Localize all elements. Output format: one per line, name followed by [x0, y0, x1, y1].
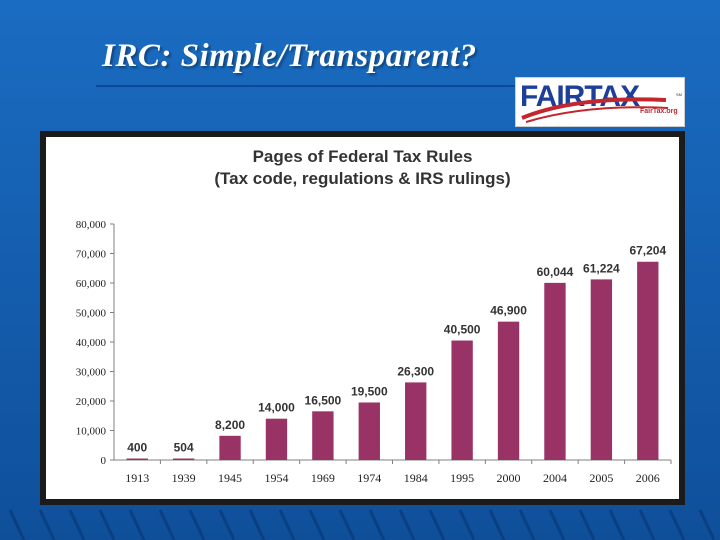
y-tick-label: 50,000 — [76, 308, 107, 320]
background-stripe — [248, 509, 266, 540]
logo-url: FairTax.org — [640, 108, 678, 115]
y-tick-label: 0 — [101, 455, 107, 467]
background-stripe — [548, 509, 566, 540]
data-label: 67,204 — [629, 244, 666, 258]
y-tick-label: 20,000 — [76, 396, 107, 408]
bar — [590, 279, 613, 460]
x-tick-label: 1974 — [357, 471, 381, 485]
bar-chart: 0 10,000 20,000 30,000 40,000 50,000 60,000 70,… — [76, 219, 672, 485]
background-stripe — [308, 509, 326, 540]
background-stripe — [488, 509, 506, 540]
logo-swoosh-icon — [521, 97, 669, 123]
background-stripe — [278, 509, 296, 540]
data-label: 16,500 — [305, 393, 342, 407]
x-tick-label: 1984 — [404, 471, 428, 485]
background-stripe — [158, 509, 176, 540]
background-stripe — [368, 509, 386, 540]
chart-panel: Pages of Federal Tax Rules (Tax code, re… — [46, 137, 679, 499]
bar — [358, 402, 380, 460]
bar — [312, 411, 334, 460]
x-tick-label: 2006 — [636, 471, 660, 485]
background-stripe — [188, 509, 206, 540]
background-stripe — [68, 509, 86, 540]
background-stripe — [98, 509, 116, 540]
slide-title: IRC: Simple/Transparent? — [102, 38, 477, 74]
bar — [265, 418, 288, 460]
background-stripe — [398, 509, 416, 540]
bar — [544, 282, 566, 460]
bar — [405, 382, 427, 460]
x-tick-label: 1995 — [450, 471, 474, 485]
data-label: 504 — [174, 441, 194, 455]
data-label: 400 — [127, 441, 147, 455]
background-stripe — [668, 509, 686, 540]
data-label: 19,500 — [351, 384, 388, 398]
chart-frame: Pages of Federal Tax Rules (Tax code, re… — [40, 131, 685, 505]
x-tick-label: 2005 — [589, 471, 613, 485]
background-stripe — [218, 509, 236, 540]
background-stripe — [698, 509, 716, 540]
x-tick-label: 1939 — [172, 471, 196, 485]
y-tick-label: 60,000 — [76, 278, 107, 290]
background-stripe — [338, 509, 356, 540]
x-tick-label: 1969 — [311, 471, 335, 485]
y-tick-label: 10,000 — [76, 426, 107, 438]
bar — [451, 340, 473, 460]
logo-service-mark: SM — [676, 92, 682, 97]
background-stripe — [38, 509, 56, 540]
x-tick-label: 2000 — [497, 471, 521, 485]
bar — [497, 321, 520, 460]
data-label: 14,000 — [258, 401, 295, 415]
data-label: 61,224 — [583, 261, 620, 275]
y-tick-label: 30,000 — [76, 367, 107, 379]
bar — [126, 458, 148, 460]
y-tick-label: 40,000 — [76, 337, 107, 349]
bar — [637, 261, 659, 460]
background-stripe — [518, 509, 536, 540]
fairtax-logo: FAIRTAX FairTax.org SM — [515, 77, 685, 127]
background-stripe — [8, 509, 26, 540]
x-tick-label: 1913 — [125, 471, 149, 485]
y-tick-label: 70,000 — [76, 249, 107, 261]
bar — [219, 435, 241, 460]
chart-title: Pages of Federal Tax Rules — [252, 147, 473, 166]
data-label: 8,200 — [215, 418, 245, 432]
background-stripe — [128, 509, 146, 540]
background-stripe — [578, 509, 596, 540]
background-stripe — [458, 509, 476, 540]
data-label: 26,300 — [397, 364, 434, 378]
data-label: 40,500 — [444, 323, 481, 337]
data-label: 60,044 — [537, 265, 574, 279]
background-stripe — [638, 509, 656, 540]
x-tick-label: 2004 — [543, 471, 567, 485]
y-tick-label: 80,000 — [76, 219, 107, 231]
bar — [172, 458, 195, 460]
background-stripe — [608, 509, 626, 540]
x-tick-label: 1945 — [218, 471, 242, 485]
x-tick-label: 1954 — [264, 471, 288, 485]
data-label: 46,900 — [490, 304, 527, 318]
background-stripe — [428, 509, 446, 540]
chart-subtitle: (Tax code, regulations & IRS rulings) — [214, 169, 511, 188]
